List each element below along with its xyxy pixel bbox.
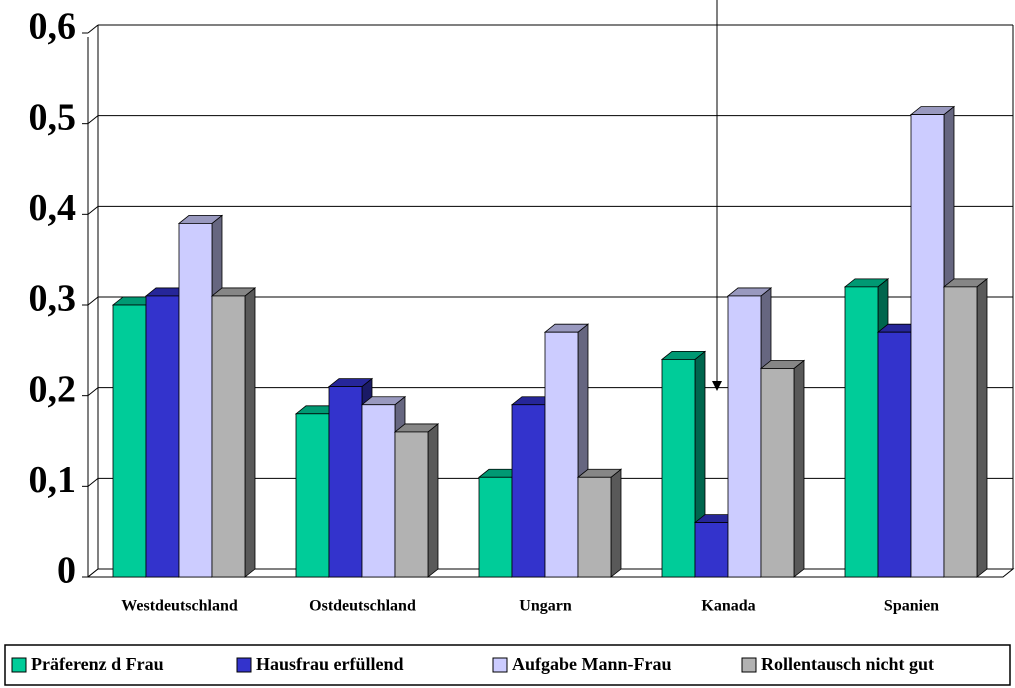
legend-label: Präferenz d Frau [31,654,164,674]
bar-front [295,413,330,578]
legend-swatch [236,657,252,673]
bar-front [211,295,246,578]
bar-side [427,423,439,578]
legend-label: Hausfrau erfüllend [256,654,404,674]
bar-front [727,295,762,578]
grid-diag [87,115,99,125]
grid-diag [87,24,99,34]
bar-front [511,404,546,578]
grid-diag [87,296,99,306]
bar-side [244,287,256,578]
bar-front [760,368,795,578]
legend-label: Aufgabe Mann-Frau [512,654,672,674]
bar [576,468,623,578]
grid-diag [87,205,99,215]
legend-swatch [11,657,27,673]
bar-front [394,431,429,578]
bar-front [112,304,147,578]
x-tick-label: Spanien [884,598,939,615]
x-tick-label: Westdeutschland [121,598,238,615]
y-tick-label: 0 [57,550,76,592]
y-tick-label: 0,2 [29,368,77,410]
x-tick-label: Ungarn [519,598,572,615]
bar-front [943,286,978,578]
y-tick-label: 0,4 [29,187,77,229]
bar-front [328,386,363,578]
bar-front [145,295,180,578]
bar [942,278,989,578]
bar-side [610,468,622,578]
bar-front [661,358,696,578]
y-tick-label: 0,6 [29,6,77,48]
bar-front [544,331,579,578]
y-tick-label: 0,3 [29,278,77,320]
bar-front [694,522,729,578]
x-tick-label: Ostdeutschland [309,598,416,615]
bar-front [178,222,213,578]
grid-diag [87,477,99,487]
bar-front [877,331,912,578]
bar [759,359,806,578]
bar-front [910,114,945,578]
legend-label: Rollentausch nicht gut [761,654,934,674]
legend-swatch [492,657,508,673]
bar-front [844,286,879,578]
legend-swatch [741,657,757,673]
bar-side [793,359,805,578]
x-tick-label: Kanada [701,598,755,615]
y-tick-label: 0,5 [29,96,77,138]
y-tick-label: 0,1 [29,459,77,501]
bar-front [478,476,513,578]
bar-side [976,278,988,578]
bar-front [577,476,612,578]
arrow-head [712,381,722,391]
legend-box [4,644,1011,686]
bar [393,423,440,578]
grid-diag [87,387,99,397]
bar [210,287,257,578]
bar-front [361,404,396,578]
